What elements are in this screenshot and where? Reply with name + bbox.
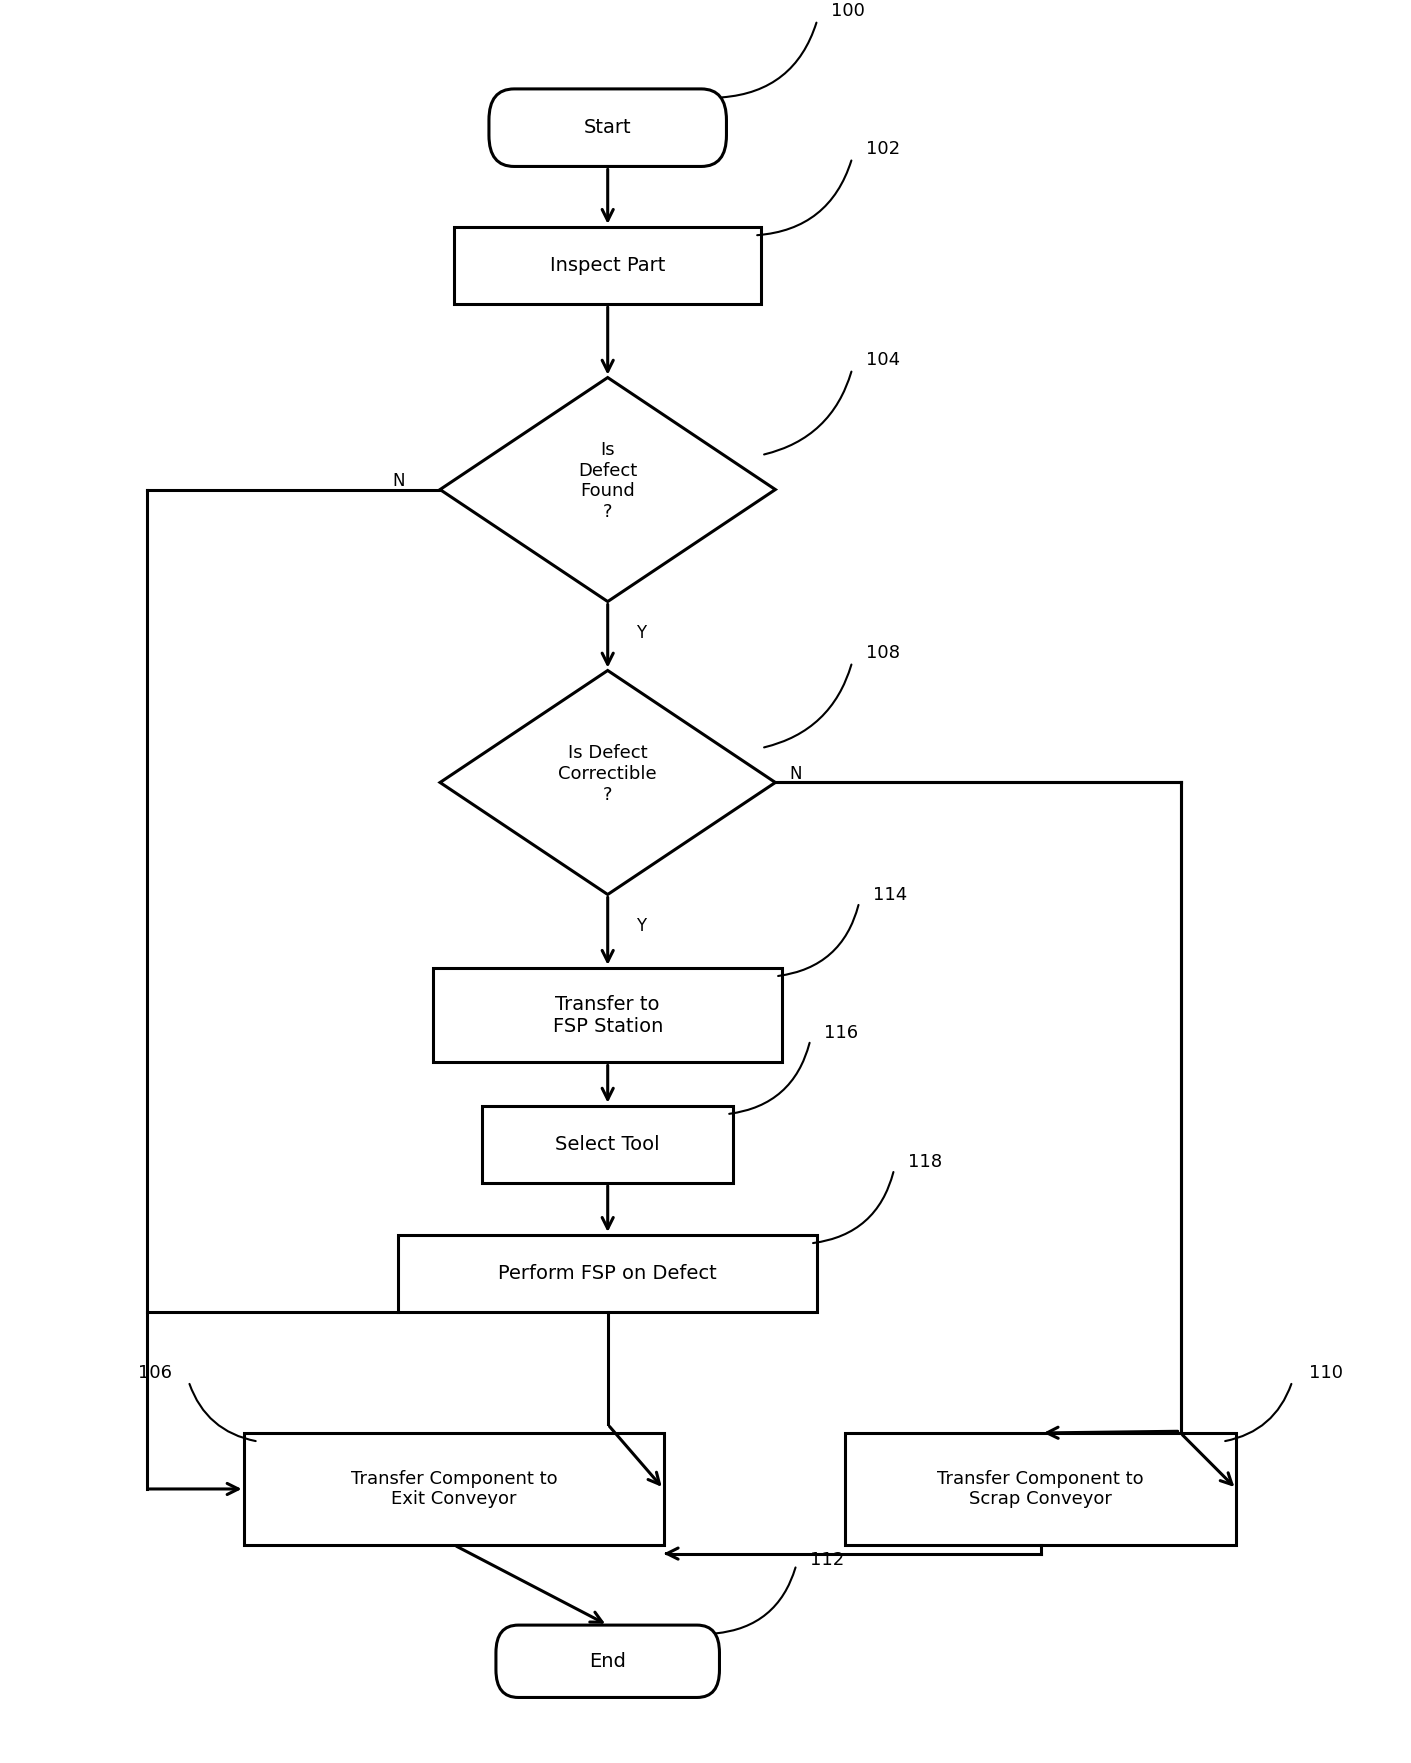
Polygon shape xyxy=(440,670,776,894)
FancyBboxPatch shape xyxy=(490,88,727,166)
Text: Start: Start xyxy=(584,118,632,138)
Text: 114: 114 xyxy=(873,887,907,904)
Text: 116: 116 xyxy=(824,1024,858,1042)
Text: Is
Defect
Found
?: Is Defect Found ? xyxy=(579,441,638,522)
Text: Transfer Component to
Exit Conveyor: Transfer Component to Exit Conveyor xyxy=(351,1470,557,1509)
Bar xyxy=(845,1433,1236,1544)
Text: Transfer to
FSP Station: Transfer to FSP Station xyxy=(553,994,663,1035)
Text: Y: Y xyxy=(635,624,646,642)
Text: 104: 104 xyxy=(866,351,900,368)
Text: 102: 102 xyxy=(866,141,900,159)
Text: Perform FSP on Defect: Perform FSP on Defect xyxy=(498,1264,717,1283)
Text: Inspect Part: Inspect Part xyxy=(550,256,666,275)
Text: 110: 110 xyxy=(1309,1363,1343,1382)
Text: End: End xyxy=(590,1652,626,1671)
FancyBboxPatch shape xyxy=(495,1625,720,1698)
Text: Transfer Component to
Scrap Conveyor: Transfer Component to Scrap Conveyor xyxy=(937,1470,1144,1509)
Text: 106: 106 xyxy=(138,1363,172,1382)
Text: Select Tool: Select Tool xyxy=(556,1135,660,1153)
Text: 108: 108 xyxy=(866,643,900,663)
Bar xyxy=(433,968,782,1063)
Text: Is Defect
Correctible
?: Is Defect Correctible ? xyxy=(559,744,658,804)
Bar xyxy=(483,1105,734,1183)
Text: N: N xyxy=(789,765,801,783)
Text: 118: 118 xyxy=(909,1153,943,1171)
Text: 112: 112 xyxy=(810,1551,845,1569)
Bar xyxy=(244,1433,663,1544)
Bar xyxy=(398,1234,817,1312)
Text: N: N xyxy=(392,472,405,490)
Bar xyxy=(454,227,762,305)
Text: Y: Y xyxy=(635,917,646,934)
Polygon shape xyxy=(440,377,776,601)
Text: 100: 100 xyxy=(831,2,865,21)
